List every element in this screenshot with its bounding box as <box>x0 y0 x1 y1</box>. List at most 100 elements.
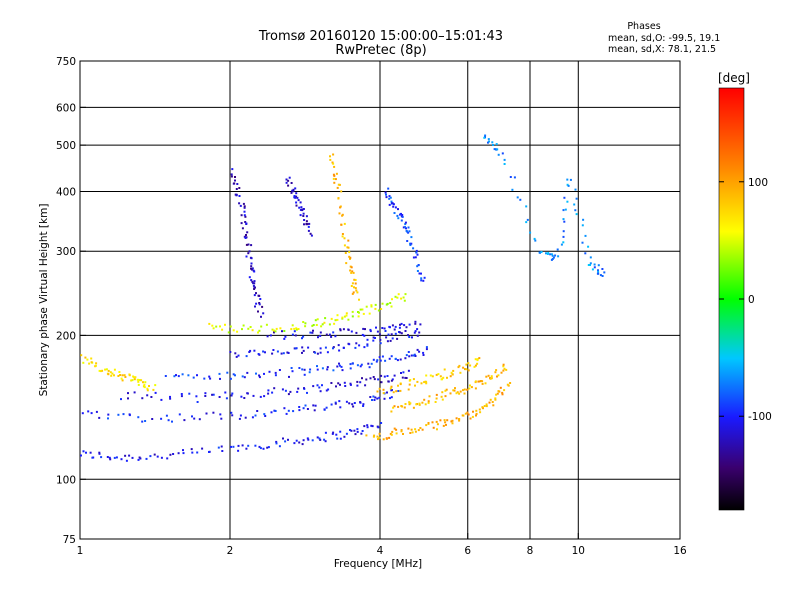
data-point <box>323 438 326 441</box>
data-point <box>309 331 312 334</box>
y-tick-label: 500 <box>56 140 76 152</box>
data-point <box>190 448 193 451</box>
data-point <box>144 420 147 422</box>
data-point <box>335 385 337 388</box>
data-point <box>539 251 541 254</box>
data-point <box>405 326 408 329</box>
data-point <box>412 247 415 250</box>
data-point <box>278 369 281 371</box>
data-point <box>198 418 201 421</box>
data-point <box>230 411 233 414</box>
data-point <box>350 271 353 274</box>
y-tick-label: 300 <box>56 246 76 258</box>
data-point <box>402 226 405 229</box>
data-point <box>131 379 134 382</box>
data-point <box>343 435 346 438</box>
data-point <box>377 378 380 381</box>
data-point <box>393 212 396 214</box>
data-point <box>420 272 422 275</box>
data-point <box>340 190 343 193</box>
data-point <box>404 293 407 296</box>
data-point <box>302 208 305 210</box>
data-point <box>281 388 284 391</box>
data-point <box>90 361 93 364</box>
data-point <box>376 330 379 333</box>
trace <box>266 320 422 340</box>
data-point <box>212 327 215 330</box>
data-point <box>495 148 498 151</box>
data-point <box>471 415 474 418</box>
trace <box>365 382 512 441</box>
data-point <box>109 458 112 461</box>
data-point <box>98 451 101 454</box>
data-point <box>347 318 350 321</box>
data-point <box>374 307 377 310</box>
chart-title: Tromsø 20160120 15:00:00–15:01:43 <box>258 29 503 44</box>
data-point <box>229 377 232 380</box>
data-point <box>345 314 348 317</box>
grid <box>80 61 680 539</box>
data-point <box>301 368 304 371</box>
data-point <box>86 358 89 361</box>
data-point <box>391 202 394 205</box>
data-point <box>90 357 93 360</box>
chart-subtitle: RwPretec (8p) <box>335 43 426 58</box>
data-point <box>562 235 565 238</box>
data-point <box>119 374 122 376</box>
data-point <box>494 371 497 374</box>
data-point <box>425 424 428 427</box>
data-point <box>282 352 285 355</box>
data-point <box>325 389 328 392</box>
data-point <box>457 366 460 369</box>
data-point <box>485 405 488 408</box>
data-point <box>236 183 239 185</box>
data-point <box>343 237 346 240</box>
data-point <box>342 346 345 349</box>
data-point <box>436 428 438 431</box>
data-point <box>469 417 472 420</box>
data-point <box>373 434 376 437</box>
data-point <box>373 378 376 381</box>
data-point <box>302 215 305 217</box>
data-point <box>256 410 259 412</box>
data-point <box>464 412 467 415</box>
data-point <box>402 296 405 299</box>
data-point <box>418 272 421 275</box>
data-point <box>124 376 127 378</box>
data-point <box>108 456 111 459</box>
data-point <box>341 233 344 235</box>
data-point <box>399 358 402 361</box>
data-point <box>243 206 246 209</box>
data-point <box>302 335 305 338</box>
data-point <box>377 438 379 441</box>
data-point <box>376 435 379 438</box>
data-point <box>324 346 327 349</box>
phase-stats-x: mean, sd,X: 78.1, 21.5 <box>608 44 716 55</box>
data-point <box>221 450 224 452</box>
data-point <box>390 355 393 358</box>
data-point <box>302 349 305 352</box>
data-point <box>323 321 326 324</box>
data-point <box>419 427 422 429</box>
data-point <box>258 376 261 379</box>
data-point <box>566 200 569 203</box>
data-point <box>414 322 417 325</box>
data-point <box>392 205 395 208</box>
data-point <box>246 371 249 374</box>
data-point <box>489 398 492 401</box>
data-point <box>211 324 214 327</box>
data-point <box>89 451 92 454</box>
data-point <box>297 328 300 330</box>
data-point <box>251 329 254 332</box>
data-point <box>246 231 249 234</box>
data-point <box>316 365 318 368</box>
data-point <box>139 457 142 460</box>
data-point <box>444 421 447 424</box>
data-point <box>554 254 557 257</box>
data-point <box>249 326 252 328</box>
data-point <box>349 257 351 260</box>
data-point <box>416 348 419 351</box>
data-point <box>395 390 398 393</box>
data-point <box>321 323 324 326</box>
data-point <box>254 414 257 417</box>
